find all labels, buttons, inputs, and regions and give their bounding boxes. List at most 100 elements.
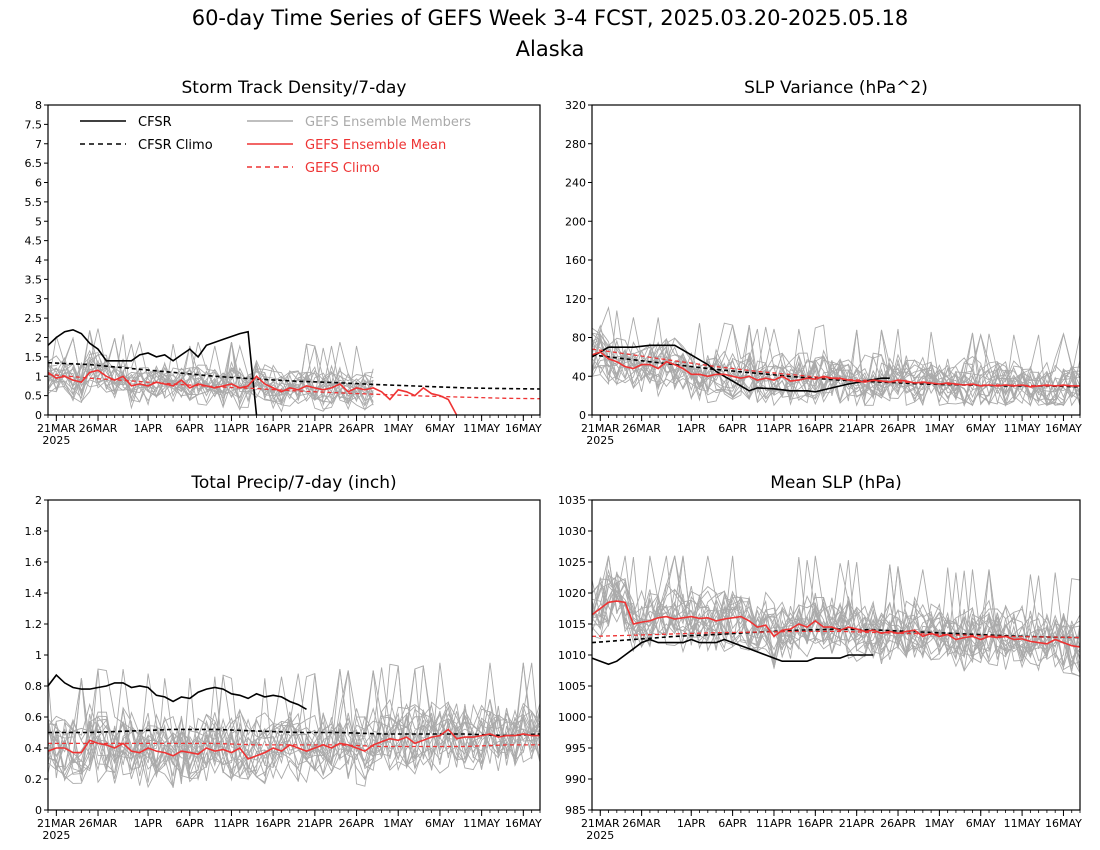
legend-label-cfsr: CFSR (138, 115, 172, 130)
x-tick-label: 1MAY (924, 817, 954, 830)
series-cfsr (48, 673, 307, 710)
y-tick-label: 0.6 (25, 711, 43, 724)
y-tick-label: 2.5 (25, 312, 43, 325)
y-tick-label: 200 (565, 215, 586, 228)
plot-frame (47, 104, 541, 416)
series-cfsr (592, 344, 890, 393)
y-tick-label: 1005 (558, 680, 586, 693)
y-tick-label: 0.4 (25, 742, 43, 755)
x-tick-label: 6MAY (966, 817, 996, 830)
x-tick-label: 26APR (880, 422, 916, 435)
series-cfsr (592, 638, 874, 666)
x-tick-label: 26MAR (622, 817, 661, 830)
plot-area (48, 662, 540, 789)
x-tick-label: 26APR (339, 422, 375, 435)
y-tick-label: 8 (35, 99, 42, 112)
x-tick-label: 16MAY (505, 817, 542, 830)
y-tick-label: 7.5 (25, 118, 43, 131)
legend-label-cfsr-climo: CFSR Climo (138, 138, 213, 153)
y-tick-label: 1.6 (25, 556, 43, 569)
x-tick-label: 6MAY (966, 422, 996, 435)
series-gefs-climo (592, 348, 1080, 387)
y-tick-label: 1.2 (25, 618, 43, 631)
panel-4: Mean SLP (hPa) 985 990 995 1000 1005 1010 1015 1… (558, 473, 1082, 842)
ensemble-member-line (48, 663, 540, 788)
ensemble-member-line (592, 555, 1080, 660)
x-tick-label: 16MAY (505, 422, 542, 435)
x-tick-label: 6MAY (425, 817, 455, 830)
y-tick-label: 0.5 (25, 390, 43, 403)
y-tick-label: 990 (565, 773, 586, 786)
series-gefs-climo (48, 742, 540, 748)
y-tick-label: 3 (35, 293, 42, 306)
x-tick-label: 21APR (297, 817, 333, 830)
y-tick-label: 5 (35, 215, 42, 228)
y-tick-label: 0.2 (25, 773, 43, 786)
ensemble-member-line (48, 665, 540, 774)
x-tick-label: 1APR (134, 422, 163, 435)
x-tick-label: 21MAR (37, 817, 76, 830)
ensemble-member-line (48, 336, 374, 406)
x-tick-label: 16APR (797, 422, 833, 435)
x-tick-label: 6APR (718, 422, 747, 435)
y-tick-label: 1.4 (25, 587, 43, 600)
x-tick-label: 21MAR (581, 422, 620, 435)
main-subtitle: Alaska (516, 37, 585, 61)
panel-title: Storm Track Density/7-day (182, 78, 407, 98)
x-tick-label: 11APR (756, 422, 792, 435)
x-tick-label: 21MAR (581, 817, 620, 830)
main-title: 60-day Time Series of GEFS Week 3-4 FCST… (192, 6, 909, 30)
plot-area (592, 555, 1080, 677)
x-tick-label: 6APR (175, 422, 204, 435)
y-tick-label: 2 (35, 494, 42, 507)
plot-area (48, 328, 540, 415)
y-tick-label: 7 (35, 138, 42, 151)
x-tick-label: 11MAY (463, 817, 500, 830)
y-tick-label: 1025 (558, 556, 586, 569)
y-tick-label: 1.8 (25, 525, 43, 538)
y-tick-label: 1000 (558, 711, 586, 724)
x-tick-label: 1MAY (383, 817, 413, 830)
panel-2: SLP Variance (hPa^2) 0 40 80 120 160 200 240 280… (565, 78, 1082, 447)
legend-label-members: GEFS Ensemble Members (305, 115, 471, 130)
x-tick-label: 11MAY (1004, 817, 1041, 830)
ensemble-member-line (592, 578, 1080, 669)
y-tick-label: 0 (35, 804, 42, 817)
plot-area (592, 306, 1080, 408)
x-tick-label: 6MAY (425, 422, 455, 435)
y-tick-label: 0 (579, 409, 586, 422)
series-gefs-ensemble-mean (48, 728, 540, 760)
x-tick-label: 16MAY (1045, 422, 1082, 435)
legend-label-ens-mean: GEFS Ensemble Mean (305, 138, 446, 153)
y-tick-label: 1020 (558, 587, 586, 600)
y-tick-label: 1010 (558, 649, 586, 662)
series-gefs-ensemble-mean (48, 369, 458, 415)
ensemble-member-line (592, 555, 1080, 674)
x-tick-label: 1MAY (924, 422, 954, 435)
x-tick-label: 26MAR (79, 422, 118, 435)
x-tick-label: 16MAY (1045, 817, 1082, 830)
x-tick-label: 11APR (214, 817, 250, 830)
y-tick-label: 4.5 (25, 235, 43, 248)
y-tick-label: 3.5 (25, 273, 43, 286)
ensemble-member-line (592, 566, 1080, 660)
y-tick-label: 6 (35, 177, 42, 190)
x-tick-label: 26APR (880, 817, 916, 830)
y-tick-label: 1.5 (25, 351, 43, 364)
ensemble-member-line (592, 329, 1080, 407)
y-tick-label: 160 (565, 254, 586, 267)
panel-title: Mean SLP (hPa) (770, 473, 902, 493)
x-year-label: 2025 (42, 434, 70, 447)
y-tick-label: 80 (572, 332, 586, 345)
panel-title: SLP Variance (hPa^2) (744, 78, 928, 98)
ensemble-member-line (592, 324, 1080, 397)
ensemble-member-line (48, 330, 374, 412)
y-tick-label: 2 (35, 332, 42, 345)
series-cfsr (48, 328, 258, 415)
x-tick-label: 1MAY (383, 422, 413, 435)
ensemble-member-line (48, 356, 374, 405)
x-tick-label: 26MAR (622, 422, 661, 435)
series-gefs-climo (592, 630, 1080, 639)
y-tick-label: 1030 (558, 525, 586, 538)
y-tick-label: 0.8 (25, 680, 43, 693)
